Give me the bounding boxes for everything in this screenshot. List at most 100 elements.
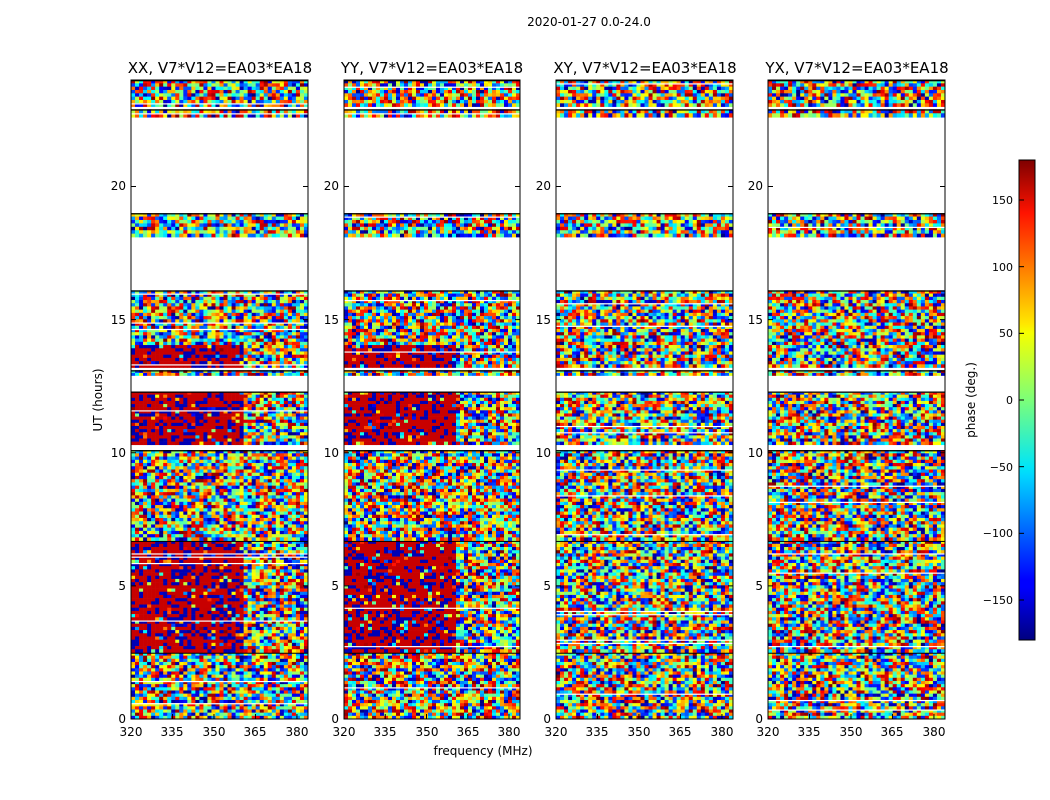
heatmap-cell bbox=[283, 441, 289, 446]
heatmap-cell bbox=[303, 450, 309, 454]
heatmap-cell bbox=[215, 312, 220, 317]
heatmap-cell bbox=[195, 604, 200, 609]
heatmap-cell bbox=[187, 296, 192, 301]
heatmap-cell bbox=[247, 642, 252, 647]
heatmap-cell bbox=[259, 610, 265, 615]
heatmap-cell bbox=[175, 459, 180, 464]
heatmap-cell bbox=[235, 429, 240, 433]
heatmap-cell bbox=[183, 575, 188, 580]
heatmap-cell bbox=[219, 370, 224, 374]
heatmap-cell bbox=[247, 429, 252, 433]
heatmap-cell bbox=[183, 553, 188, 557]
heatmap-cell bbox=[171, 559, 176, 564]
heatmap-cell bbox=[223, 559, 228, 564]
heatmap-cell bbox=[187, 404, 192, 408]
heatmap-cell bbox=[219, 485, 224, 490]
heatmap-cell bbox=[143, 639, 148, 644]
heatmap-cell bbox=[195, 429, 200, 433]
heatmap-cell bbox=[255, 572, 261, 577]
heatmap-cell bbox=[271, 319, 277, 323]
heatmap-cell bbox=[263, 715, 269, 720]
heatmap-cell bbox=[175, 416, 180, 420]
heatmap-cell bbox=[287, 450, 293, 454]
heatmap-cell bbox=[287, 671, 293, 675]
heatmap-cell bbox=[183, 646, 188, 650]
heatmap-cell bbox=[223, 658, 228, 663]
heatmap-cell bbox=[151, 472, 156, 477]
heatmap-cell bbox=[223, 680, 228, 685]
heatmap-cell bbox=[199, 492, 204, 496]
heatmap-cell bbox=[259, 400, 265, 405]
heatmap-cell bbox=[287, 466, 293, 470]
heatmap-cell bbox=[187, 397, 192, 402]
heatmap-cell bbox=[167, 498, 172, 503]
heatmap-cell bbox=[195, 391, 200, 395]
heatmap-cell bbox=[171, 706, 176, 710]
heatmap-cell bbox=[175, 693, 180, 698]
heatmap-cell bbox=[187, 598, 192, 602]
heatmap-cell bbox=[167, 696, 172, 701]
heatmap-cell bbox=[275, 578, 281, 583]
heatmap-cell bbox=[231, 524, 236, 528]
heatmap-cell bbox=[155, 441, 160, 446]
heatmap-cell bbox=[291, 501, 297, 506]
heatmap-cell bbox=[227, 293, 232, 298]
heatmap-cell bbox=[255, 450, 261, 454]
heatmap-cell bbox=[215, 498, 220, 503]
heatmap-cell bbox=[175, 639, 180, 644]
heatmap-cell bbox=[279, 715, 285, 720]
heatmap-cell bbox=[299, 459, 305, 464]
heatmap-cell bbox=[255, 485, 261, 490]
heatmap-cell bbox=[303, 312, 309, 317]
heatmap-cell bbox=[247, 488, 252, 493]
heatmap-cell bbox=[239, 559, 244, 564]
heatmap-cell bbox=[303, 649, 309, 653]
heatmap-cell bbox=[199, 372, 204, 376]
heatmap-cell bbox=[131, 547, 136, 551]
heatmap-cell bbox=[191, 569, 196, 573]
heatmap-cell bbox=[303, 639, 309, 644]
heatmap-cell bbox=[291, 517, 297, 522]
heatmap-cell bbox=[219, 630, 224, 634]
heatmap-cell bbox=[147, 319, 152, 323]
heatmap-cell bbox=[255, 501, 261, 506]
heatmap-cell bbox=[271, 482, 277, 486]
heatmap-cell bbox=[287, 588, 293, 593]
heatmap-cell bbox=[255, 469, 261, 474]
heatmap-cell bbox=[295, 508, 301, 512]
heatmap-cell bbox=[299, 588, 305, 593]
heatmap-cell bbox=[251, 649, 256, 653]
heatmap-cell bbox=[219, 598, 224, 602]
heatmap-cell bbox=[263, 585, 269, 589]
heatmap-cell bbox=[179, 475, 184, 480]
heatmap-cell bbox=[207, 684, 212, 688]
heatmap-cell bbox=[275, 572, 281, 577]
heatmap-cell bbox=[239, 303, 244, 307]
heatmap-cell bbox=[183, 543, 188, 548]
heatmap-cell bbox=[279, 319, 285, 323]
heatmap-cell bbox=[287, 527, 293, 532]
heatmap-cell bbox=[147, 370, 152, 374]
heatmap-cell bbox=[203, 521, 208, 525]
heatmap-cell bbox=[171, 475, 176, 480]
heatmap-cell bbox=[139, 306, 144, 310]
heatmap-cell bbox=[287, 684, 293, 688]
heatmap-cell bbox=[215, 540, 220, 545]
heatmap-cell bbox=[175, 479, 180, 483]
heatmap-cell bbox=[279, 652, 285, 656]
heatmap-cell bbox=[207, 636, 212, 640]
heatmap-cell bbox=[139, 322, 144, 327]
heatmap-cell bbox=[167, 575, 172, 580]
heatmap-cell bbox=[175, 413, 180, 417]
heatmap-cell bbox=[187, 550, 192, 554]
heatmap-cell bbox=[179, 594, 184, 599]
heatmap-cell bbox=[155, 598, 160, 602]
heatmap-cell bbox=[187, 432, 192, 436]
heatmap-cell bbox=[207, 469, 212, 474]
heatmap-cell bbox=[171, 693, 176, 698]
heatmap-cell bbox=[239, 626, 244, 631]
heatmap-cell bbox=[219, 623, 224, 628]
heatmap-cell bbox=[191, 472, 196, 477]
heatmap-cell bbox=[203, 495, 208, 499]
heatmap-cell bbox=[183, 572, 188, 577]
